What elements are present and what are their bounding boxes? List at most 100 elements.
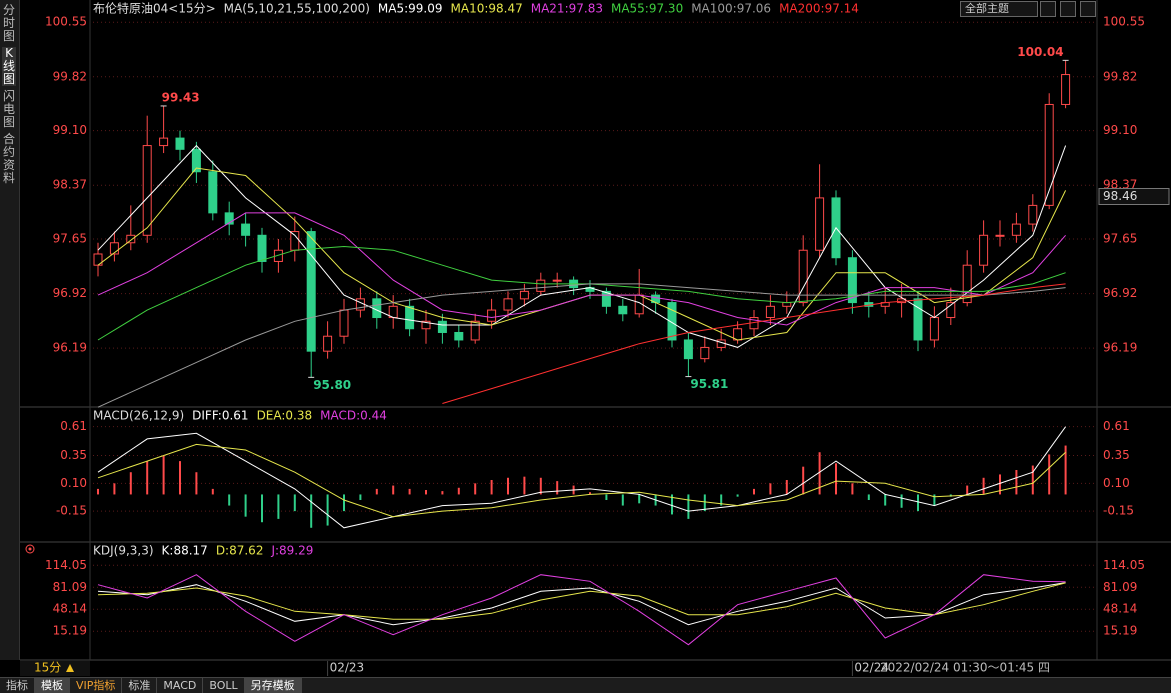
candle-body: [798, 249, 808, 304]
candle-body: [536, 279, 546, 292]
candle-body: [700, 346, 710, 360]
period-box[interactable]: [20, 661, 90, 676]
legend-entry: MA10:98.47: [451, 2, 523, 16]
candle-body: [323, 335, 333, 352]
x-tick-label: 02/23: [330, 661, 365, 675]
legend-entry: MA200:97.14: [779, 2, 859, 16]
legend-entry: D:87.62: [216, 544, 264, 558]
candle-body: [1044, 103, 1054, 206]
candle-body: [995, 234, 1005, 237]
candle-body: [1061, 74, 1071, 105]
indicator-line: [97, 443, 1066, 518]
y-tick-label-right: -0.15: [1103, 504, 1134, 518]
side-tab[interactable]: 合约资料: [2, 132, 15, 185]
candle-body: [224, 212, 234, 225]
candle-body: [913, 298, 923, 341]
y-tick-label: 96.19: [53, 341, 87, 355]
indicator-line: [97, 582, 1066, 626]
bottom-tabs: 指标 模板 VIP指标 标准 MACD BOLL 另存模板: [0, 677, 1171, 693]
candle-body: [782, 302, 792, 307]
candle-body: [405, 305, 415, 330]
y-tick-label-right: 99.10: [1103, 123, 1137, 137]
candle-body: [470, 320, 480, 341]
bottom-tab[interactable]: 另存模板: [244, 678, 302, 693]
chart: 15分 2022/02/24 01:30～01:45 四 96.19 96.19 9…: [20, 0, 1171, 676]
side-tab[interactable]: 分时图: [2, 3, 15, 43]
y-tick-label-right: 100.55: [1103, 15, 1145, 29]
indicator-line: [97, 144, 1067, 348]
annotation: 95.81: [690, 377, 728, 391]
legend-entry: K:88.17: [162, 544, 208, 558]
bottom-tab[interactable]: MACD: [157, 678, 204, 693]
candle-body: [683, 339, 693, 360]
candle-body: [503, 298, 513, 311]
candle-body: [552, 279, 562, 282]
indicator-line: [442, 283, 1066, 404]
icon-button[interactable]: [1040, 1, 1056, 17]
icon-button[interactable]: [1060, 1, 1076, 17]
y-tick-label-right: 15.19: [1103, 624, 1137, 638]
y-tick-label: 0.10: [60, 476, 87, 490]
side-tabs: 分时图 K线图 闪电图 合约资料: [0, 0, 20, 660]
bottom-tab[interactable]: 指标: [0, 678, 35, 693]
y-tick-label-right: 0.35: [1103, 448, 1130, 462]
legend-entry: MA5:99.09: [378, 2, 443, 16]
y-tick-label-right: 96.92: [1103, 286, 1137, 300]
candle-body: [667, 302, 677, 341]
candle-body: [815, 197, 825, 251]
y-tick-label: 100.55: [45, 15, 87, 29]
y-tick-label: 48.14: [53, 602, 87, 616]
annotation: 95.80: [313, 378, 351, 392]
period[interactable]: 15分: [34, 661, 61, 675]
y-tick-label: 15.19: [53, 624, 87, 638]
candle-body: [979, 234, 989, 266]
y-tick-label: 96.92: [53, 286, 87, 300]
candle-body: [601, 290, 611, 307]
indicator-line: [97, 582, 1066, 620]
y-tick-label-right: 96.19: [1103, 341, 1137, 355]
period-arrow[interactable]: [66, 664, 74, 672]
y-tick-label: 97.65: [53, 232, 87, 246]
current-price-box: [1098, 188, 1170, 205]
candle-body: [273, 249, 283, 262]
y-tick-label-right: 0.61: [1103, 419, 1130, 433]
bottom-tab[interactable]: 标准: [122, 678, 158, 693]
y-tick-label-right: 0.10: [1103, 476, 1130, 490]
y-tick-label: 0.61: [60, 419, 87, 433]
candle-body: [765, 305, 775, 319]
current-price: 98.46: [1103, 189, 1137, 203]
side-tab[interactable]: K线图: [2, 46, 16, 86]
candle-body: [1011, 223, 1021, 236]
y-tick-label: -0.15: [56, 504, 87, 518]
side-tab[interactable]: 闪电图: [2, 89, 15, 129]
bottom-tab[interactable]: BOLL: [203, 678, 245, 693]
y-tick-label-right: 97.65: [1103, 232, 1137, 246]
panel-icon[interactable]: [25, 544, 35, 554]
bottom-tab[interactable]: VIP指标: [70, 678, 123, 693]
candle-body: [372, 298, 382, 319]
y-tick-label-right: 48.14: [1103, 602, 1137, 616]
y-tick-label-right: 114.05: [1103, 558, 1145, 572]
candle-body: [519, 290, 529, 300]
candle-body: [618, 305, 628, 315]
legend-entry: MA21:97.83: [531, 2, 603, 16]
candle-body: [929, 317, 939, 341]
bottom-tab[interactable]: 模板: [35, 678, 70, 693]
theme-select[interactable]: 全部主题: [960, 1, 1038, 17]
icon-button[interactable]: [1080, 1, 1096, 17]
indicator-line: [97, 426, 1067, 529]
indicator-line: [97, 574, 1066, 646]
candle-body: [946, 302, 956, 319]
candle-body: [1028, 204, 1038, 225]
legend-entry: J:89.29: [270, 544, 313, 558]
candle-body: [257, 234, 267, 262]
panel-title: KDJ(9,3,3): [93, 544, 154, 558]
y-tick-label-right: 99.82: [1103, 69, 1137, 83]
y-tick-label: 99.82: [53, 69, 87, 83]
candle-body: [339, 309, 349, 337]
candle-body: [191, 148, 201, 173]
panel-icon[interactable]: [28, 547, 32, 551]
candle-body: [208, 171, 218, 214]
candle-body: [142, 145, 152, 236]
